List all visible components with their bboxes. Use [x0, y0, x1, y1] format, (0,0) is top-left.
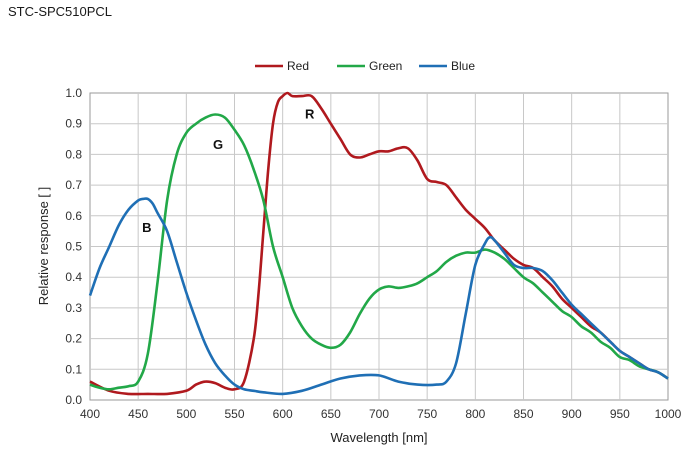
x-tick-label: 700	[369, 407, 389, 421]
y-tick-label: 0.9	[65, 117, 82, 131]
y-tick-label: 0.1	[65, 362, 82, 376]
curve-label-b: B	[142, 220, 151, 235]
x-tick-label: 500	[176, 407, 196, 421]
y-tick-label: 0.8	[65, 147, 82, 161]
series-line-green	[89, 113, 669, 391]
x-tick-label: 400	[80, 407, 100, 421]
y-tick-label: 0.7	[65, 178, 82, 192]
legend-label-green: Green	[369, 59, 402, 73]
x-axis-label: Wavelength [nm]	[330, 430, 427, 445]
x-tick-label: 600	[273, 407, 293, 421]
y-tick-label: 0.6	[65, 209, 82, 223]
y-tick-label: 1.0	[65, 86, 82, 100]
x-tick-label: 450	[128, 407, 148, 421]
series-line-red	[89, 91, 669, 396]
x-tick-label: 650	[321, 407, 341, 421]
y-tick-label: 0.2	[65, 332, 82, 346]
curve-annotations: R G B	[142, 106, 315, 235]
series-line-blue	[88, 197, 669, 396]
y-axis-label: Relative response [ ]	[36, 187, 51, 306]
x-tick-label: 900	[562, 407, 582, 421]
y-tick-label: 0.5	[65, 240, 82, 254]
legend-label-blue: Blue	[451, 59, 475, 73]
y-tick-label: 0.4	[65, 270, 82, 284]
x-tick-labels: 400 450 500 550 600 650 700 750 800 850 900 950 1000	[80, 407, 682, 421]
x-tick-label: 750	[417, 407, 437, 421]
grid	[90, 93, 668, 400]
x-tick-label: 550	[224, 407, 244, 421]
x-tick-label: 800	[465, 407, 485, 421]
x-tick-label: 950	[610, 407, 630, 421]
curve-label-r: R	[305, 106, 315, 121]
y-tick-labels: 0.0 0.1 0.2 0.3 0.4 0.5 0.6 0.7 0.8 0.9 1.0	[65, 86, 82, 407]
curve-label-g: G	[213, 137, 223, 152]
x-tick-label: 1000	[655, 407, 682, 421]
x-tick-label: 850	[513, 407, 533, 421]
y-tick-label: 0.3	[65, 301, 82, 315]
y-tick-label: 0.0	[65, 393, 82, 407]
page-title: STC-SPC510PCL	[8, 4, 113, 19]
series-lines	[88, 91, 669, 396]
legend-label-red: Red	[287, 59, 309, 73]
legend: Red Green Blue	[255, 59, 475, 73]
